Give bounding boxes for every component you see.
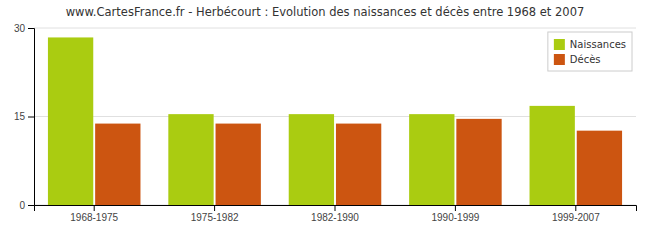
bar [456,119,501,205]
legend-item: Décès [554,54,601,65]
tick-label: 1999-2007 [552,212,600,223]
tick: 0 [19,200,34,211]
bar-series [95,119,622,205]
tick-mark [455,205,456,211]
bar [409,114,454,205]
chart: www.CartesFrance.fr - Herbécourt : Evolu… [0,0,650,229]
tick: 1999-2007 [552,205,600,223]
tick: 1975-1982 [191,205,239,223]
tick-mark [335,205,336,211]
tick-label: 1990-1999 [431,212,479,223]
title: www.CartesFrance.fr - Herbécourt : Evolu… [66,5,585,19]
legend-label: Décès [570,54,601,65]
legend-item: Naissances [554,39,626,50]
legend: Naissances Décès [548,32,632,71]
tick-label: 15 [14,111,26,122]
tick: 1982-1990 [311,205,359,223]
tick-mark [94,205,95,211]
tick-mark [575,205,576,211]
bar [289,114,334,205]
bar-series [48,37,575,205]
tick: 30 [14,23,34,34]
grid-line [34,28,636,29]
bar [48,37,93,205]
legend-box [548,32,632,71]
bars [48,37,622,205]
axis-line [35,206,637,212]
tick: 15 [14,111,34,122]
grid [34,28,636,205]
plot: 0 15 30 1968-1975 1975-1982 1982-1990 1990-199… [14,23,637,223]
bar [216,124,261,205]
tick-mark [214,205,215,211]
tick-mark [28,205,34,206]
tick-label: 1975-1982 [191,212,239,223]
bar [530,106,575,205]
x-axis: 1968-1975 1975-1982 1982-1990 1990-1999 1999… [35,205,637,223]
axis-line [28,29,35,206]
bar [95,124,140,205]
tick-label: 0 [19,200,25,211]
tick-mark [28,28,34,29]
tick-label: 1968-1975 [70,212,118,223]
tick-label: 1982-1990 [311,212,359,223]
bar [168,114,213,205]
tick: 1968-1975 [70,205,118,223]
tick: 1990-1999 [431,205,479,223]
bar [577,131,622,205]
tick-label: 30 [14,23,26,34]
bar [336,124,381,205]
y-axis: 0 15 30 [14,23,35,211]
legend-swatch [554,39,565,50]
legend-label: Naissances [570,39,626,50]
legend-swatch [554,54,565,65]
tick-mark [28,117,34,118]
